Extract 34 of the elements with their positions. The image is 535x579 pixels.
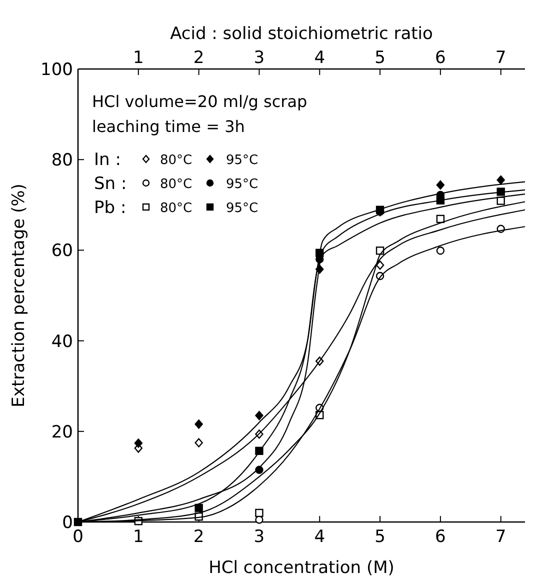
y-tick-label: 100: [40, 60, 73, 80]
x-tick-label: 3: [254, 527, 265, 547]
annotation: In :: [94, 150, 121, 170]
legend-label: 80°C: [160, 177, 192, 192]
x2-axis-title: Acid : solid stoichiometric ratio: [170, 24, 433, 44]
annotation: leaching time = 3h: [92, 117, 245, 136]
y-tick-label: 80: [51, 150, 73, 171]
legend-label: 95°C: [226, 201, 258, 216]
y-tick-label: 60: [51, 241, 73, 262]
y-tick-label: 20: [51, 422, 73, 442]
legend-label: 80°C: [160, 153, 192, 168]
x-tick-label: 5: [374, 527, 386, 547]
legend-label: 95°C: [226, 153, 258, 168]
y-tick-label: 40: [51, 332, 73, 352]
x2-tick-label: 1: [132, 48, 144, 68]
x2-tick-label: 3: [254, 48, 265, 68]
x-tick-label: 6: [435, 527, 446, 547]
x-tick-label: 1: [132, 527, 144, 547]
x2-tick-label: 5: [374, 48, 386, 68]
x-tick-label: 2: [193, 527, 204, 547]
x2-tick-label: 7: [495, 48, 506, 68]
legend-label: 95°C: [226, 177, 258, 192]
annotation: Pb :: [94, 198, 126, 218]
annotation: HCl volume=20 ml/g scrap: [92, 92, 308, 111]
x-tick-label: 7: [495, 527, 506, 547]
x2-tick-label: 4: [314, 48, 326, 68]
y-axis-title: Extraction percentage (%): [9, 184, 29, 408]
annotation: Sn :: [94, 174, 127, 194]
x-axis-title: HCl concentration (M): [208, 558, 394, 578]
x2-tick-label: 6: [435, 48, 446, 68]
y-tick-label: 0: [62, 513, 73, 533]
x2-tick-label: 2: [193, 48, 204, 68]
legend-label: 80°C: [160, 201, 192, 216]
x-tick-label: 4: [314, 527, 326, 547]
